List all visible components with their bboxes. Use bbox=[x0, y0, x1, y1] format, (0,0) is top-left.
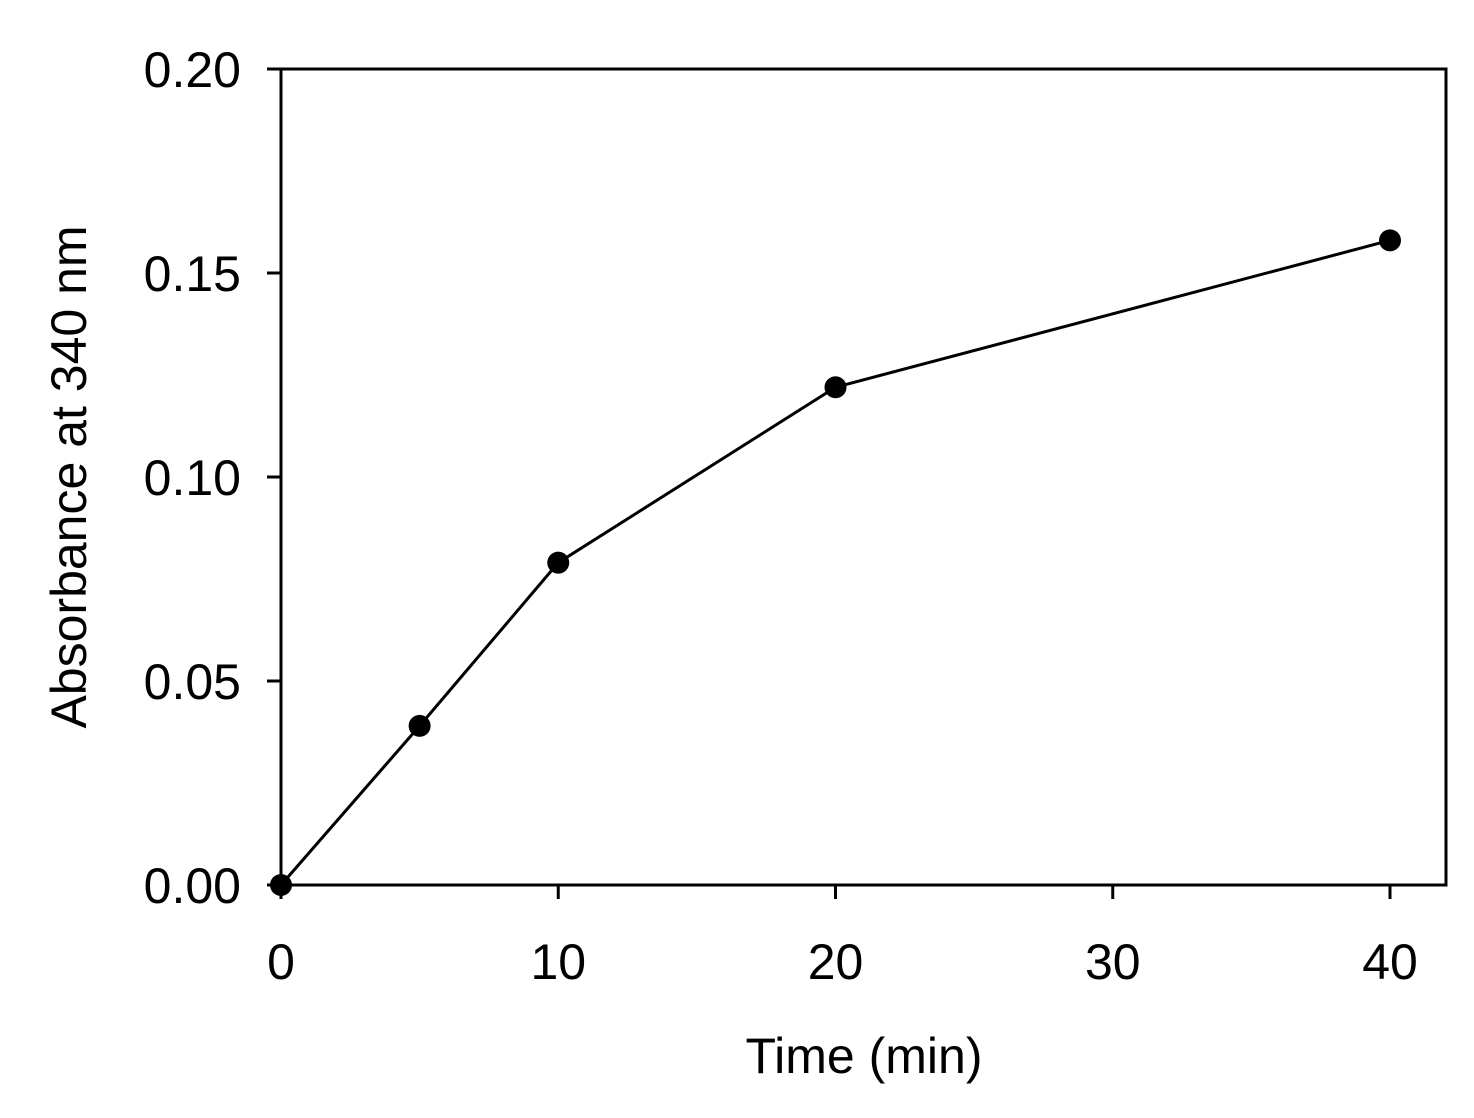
x-axis: 0 10 20 30 40 bbox=[267, 885, 1418, 990]
data-point bbox=[547, 551, 570, 574]
y-tick-label: 0.10 bbox=[144, 450, 241, 506]
x-tick-label: 40 bbox=[1362, 934, 1418, 990]
series-layer bbox=[270, 229, 1401, 896]
x-axis-title: Time (min) bbox=[745, 1028, 982, 1084]
y-tick-label: 0.05 bbox=[144, 654, 241, 710]
x-tick-label: 30 bbox=[1085, 934, 1141, 990]
y-tick-label: 0.15 bbox=[144, 246, 241, 302]
data-point bbox=[270, 874, 292, 896]
data-point bbox=[1379, 229, 1401, 252]
plot-border bbox=[279, 67, 1448, 887]
x-tick-label: 10 bbox=[530, 934, 586, 990]
y-tick-label: 0.00 bbox=[144, 858, 241, 914]
data-point bbox=[824, 376, 847, 399]
series-line bbox=[279, 238, 1391, 886]
y-tick-label: 0.20 bbox=[144, 42, 241, 98]
y-axis-title: Absorbance at 340 nm bbox=[41, 225, 97, 728]
data-point bbox=[408, 714, 431, 737]
y-axis: 0.00 0.05 0.10 0.15 0.20 bbox=[144, 42, 281, 914]
x-tick-label: 20 bbox=[808, 934, 864, 990]
x-tick-label: 0 bbox=[267, 934, 295, 990]
plot-frame bbox=[279, 67, 1448, 887]
